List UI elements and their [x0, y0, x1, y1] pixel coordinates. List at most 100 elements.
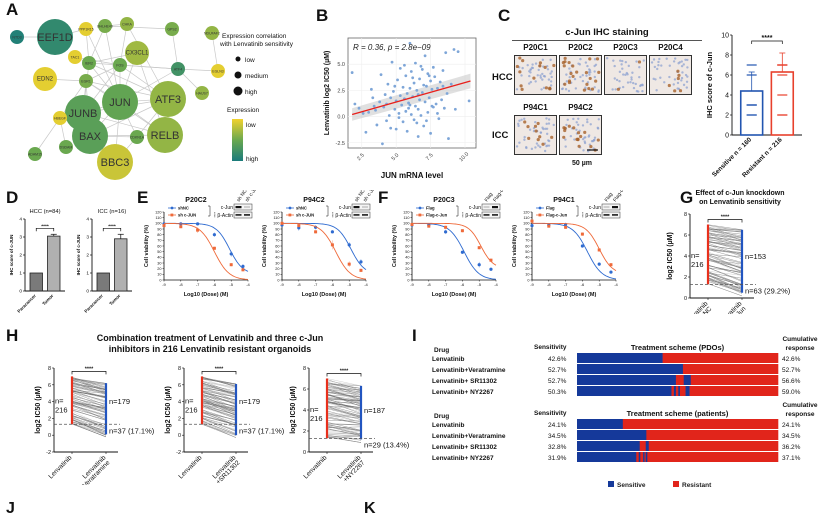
stained-nucleus	[523, 120, 526, 123]
y-tick-label: 10	[721, 32, 729, 39]
legend-label: Flag	[546, 206, 555, 211]
network-node-atf4: ATF4	[171, 62, 185, 76]
n-left-label: n=	[55, 396, 64, 405]
ihc-image	[514, 55, 557, 95]
stained-nucleus	[588, 57, 591, 60]
nucleus	[630, 78, 632, 80]
scatter-point	[373, 105, 376, 108]
title-line-1: Combination treatment of Lenvatinib and …	[40, 333, 380, 344]
stained-nucleus	[568, 79, 571, 82]
chart-title: ICC (n=16)	[98, 209, 127, 215]
y-tick-label: 100	[273, 222, 279, 226]
y-tick-label: 50	[405, 250, 409, 254]
sensitivity-value: 50.3%	[548, 389, 567, 396]
nucleus	[577, 118, 579, 120]
scatter-point	[428, 74, 431, 77]
y-tick-label: 4	[19, 217, 22, 223]
nucleus	[527, 64, 529, 66]
category-label: Lenvatinib	[178, 454, 204, 480]
nucleus	[660, 64, 662, 66]
stained-nucleus	[520, 84, 523, 87]
blot-band	[604, 207, 610, 208]
network-node-egln3: EGLN3	[211, 64, 225, 78]
x-tick-label: -5	[347, 282, 351, 287]
heatmap-segment-sensitive	[577, 375, 676, 385]
scatter-point	[387, 83, 390, 86]
y-tick-label: 80	[405, 233, 409, 237]
significance-bracket	[326, 206, 328, 216]
y-tick-label: 4	[48, 400, 51, 406]
network-edge	[120, 65, 178, 69]
scatter-point	[414, 62, 417, 65]
nucleus	[654, 66, 656, 68]
nucleus	[685, 74, 687, 76]
y-tick-label: 0	[725, 132, 729, 139]
legend-size-label: medium	[245, 73, 268, 80]
nucleus	[553, 124, 555, 126]
nucleus	[681, 71, 683, 73]
y-tick-label: 80	[525, 233, 529, 237]
scatter-point	[389, 96, 392, 99]
network-node-ntd3: NTD3	[10, 30, 24, 44]
nucleus	[572, 118, 574, 120]
y-tick-label: 60	[405, 244, 409, 248]
y-tick-label: 0	[684, 296, 687, 302]
stained-nucleus	[518, 56, 521, 59]
nucleus	[621, 67, 623, 69]
dose-response-p94c2: 0102030405060708090100110120-9-8-7-6-5-4…	[258, 190, 378, 310]
icc-row-label: ICC	[492, 130, 508, 141]
nucleus	[630, 76, 632, 78]
sensitivity-value: 52.7%	[548, 367, 567, 374]
panel-label-f: F	[378, 188, 388, 208]
sensitivity-value: 34.5%	[548, 433, 567, 440]
legend-marker	[289, 207, 292, 210]
category-label: Paracancer	[83, 293, 104, 314]
scatter-point	[395, 128, 398, 131]
x-tick-label: -6	[213, 282, 217, 287]
nucleus	[573, 138, 575, 140]
data-point	[489, 268, 492, 271]
heatmap-title: Treatment scheme (patients)	[627, 409, 729, 418]
nucleus	[665, 58, 667, 60]
y-tick-label: 6	[48, 383, 51, 389]
nucleus	[540, 76, 542, 78]
nucleus	[597, 127, 599, 129]
heatmap-segment-sensitive	[646, 441, 649, 451]
chart-title: P94C2	[303, 197, 325, 204]
n-left-label: n=	[310, 405, 319, 414]
sample-label: P20C1	[514, 43, 557, 55]
x-tick-label: -7	[314, 282, 318, 287]
nucleus	[546, 128, 548, 130]
scatter-point	[404, 110, 407, 113]
scatter-point	[406, 130, 409, 133]
nucleus	[548, 118, 550, 120]
legend-label: sh c-JUN	[178, 213, 196, 218]
category-label: Tumor	[108, 293, 121, 306]
blot-row-label: c-Jun	[469, 205, 481, 211]
nucleus	[656, 68, 658, 70]
scatter-point	[415, 89, 418, 92]
blot-row-label: c-Jun	[339, 205, 351, 211]
scatter-point	[440, 98, 443, 101]
nucleus	[588, 134, 590, 136]
y-tick-label: 50	[275, 250, 279, 254]
paired-line	[708, 274, 742, 289]
category-label: Paracancer	[16, 293, 37, 314]
data-point	[196, 229, 199, 232]
scatter-point	[421, 91, 424, 94]
network-edge	[105, 26, 172, 29]
nucleus	[686, 86, 688, 88]
y-tick-label: 90	[275, 227, 279, 231]
heatmap-segment-sensitive	[577, 386, 672, 396]
y-tick-label: 40	[405, 256, 409, 260]
nucleus	[622, 73, 624, 75]
y-axis-label: IHC score of c-Jun	[705, 51, 714, 118]
nucleus	[516, 88, 518, 90]
scatter-point	[436, 112, 439, 115]
dose-response-p20c2: 0102030405060708090100110120-9-8-7-6-5-4…	[140, 190, 260, 310]
